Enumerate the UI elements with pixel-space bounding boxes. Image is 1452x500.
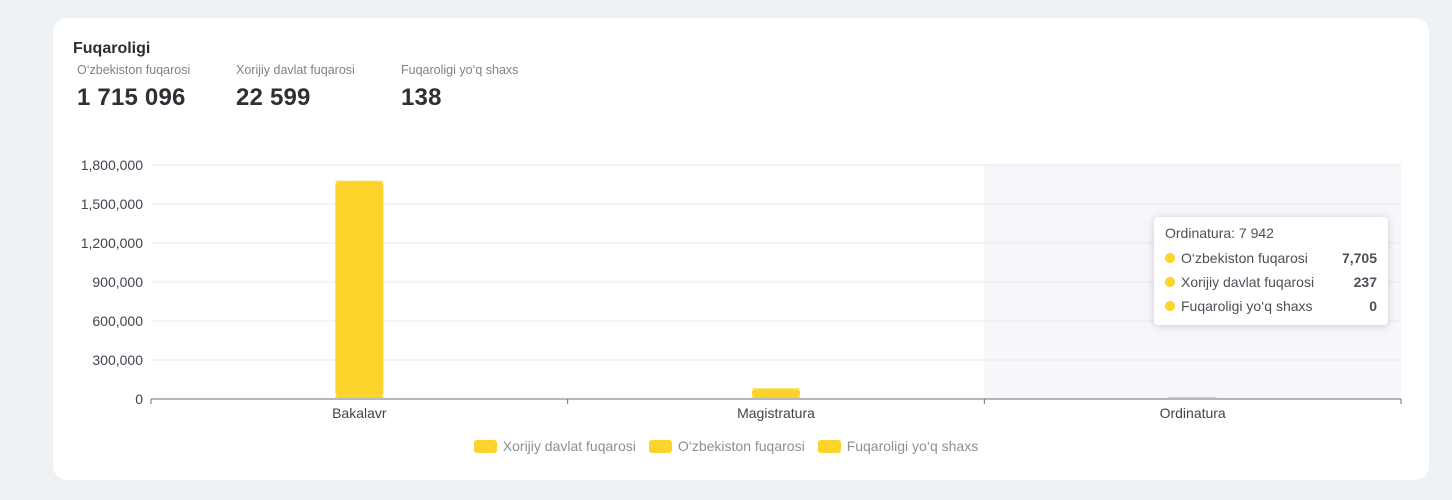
- x-tick-label: Ordinatura: [1160, 405, 1226, 421]
- y-tick-label: 600,000: [92, 313, 143, 329]
- legend-swatch-icon: [648, 439, 672, 453]
- legend-item-stateless[interactable]: Fuqaroligi yo‘q shaxs: [817, 438, 979, 454]
- bar-segment: [752, 388, 800, 390]
- stat-value: 138: [401, 84, 442, 111]
- series-dot-icon: [1165, 277, 1175, 287]
- tooltip-series-value: 0: [1369, 298, 1377, 314]
- legend-swatch-icon: [473, 439, 497, 453]
- x-tick-label: Bakalavr: [332, 405, 387, 421]
- tooltip-row: Fuqaroligi yo‘q shaxs 0: [1165, 294, 1377, 318]
- stat-label: Fuqaroligi yo‘q shaxs: [401, 63, 519, 77]
- stat-uzbek-citizens: O‘zbekiston fuqarosi 1 715 096: [77, 63, 190, 112]
- bar-segment: [335, 395, 384, 398]
- tooltip-series-name: Fuqaroligi yo‘q shaxs: [1181, 298, 1313, 314]
- bar-segment: [1168, 396, 1217, 398]
- stat-value: 22 599: [236, 84, 311, 111]
- stat-stateless: Fuqaroligi yo‘q shaxs 138: [401, 63, 518, 112]
- stat-value: 1 715 096: [77, 84, 186, 111]
- y-tick-label: 1,500,000: [81, 196, 143, 212]
- tooltip-series-name: O‘zbekiston fuqarosi: [1181, 250, 1308, 266]
- legend-swatch-icon: [817, 439, 841, 453]
- tooltip-series-value: 7,705: [1341, 250, 1377, 266]
- stat-foreign-citizens: Xorijiy davlat fuqarosi 22 599: [236, 63, 355, 112]
- stat-label: O‘zbekiston fuqarosi: [77, 63, 191, 77]
- y-tick-label: 300,000: [92, 352, 143, 368]
- tooltip-row: Xorijiy davlat fuqarosi 237: [1165, 270, 1377, 294]
- legend-item-uzbek[interactable]: O‘zbekiston fuqarosi: [648, 438, 805, 454]
- card-title: Fuqaroligi: [73, 40, 151, 57]
- chart-tooltip: Ordinatura: 7 942 O‘zbekiston fuqarosi 7…: [1154, 217, 1388, 325]
- tooltip-series-value: 237: [1353, 274, 1377, 290]
- chart-legend: Xorijiy davlat fuqarosi O‘zbekiston fuqa…: [0, 438, 1452, 454]
- legend-label: Xorijiy davlat fuqarosi: [502, 438, 636, 454]
- legend-item-foreign[interactable]: Xorijiy davlat fuqarosi: [473, 438, 636, 454]
- legend-label: Fuqaroligi yo‘q shaxs: [846, 438, 979, 454]
- x-tick-label: Magistratura: [737, 405, 815, 421]
- bar-segment: [335, 180, 384, 182]
- y-tick-label: 1,200,000: [81, 235, 143, 251]
- tooltip-row: O‘zbekiston fuqarosi 7,705: [1165, 246, 1377, 270]
- bar-segment: [752, 389, 800, 398]
- bar-segment: [335, 181, 384, 396]
- series-dot-icon: [1165, 301, 1175, 311]
- y-tick-label: 1,800,000: [81, 157, 143, 173]
- series-dot-icon: [1165, 253, 1175, 263]
- legend-label: O‘zbekiston fuqarosi: [677, 438, 805, 454]
- tooltip-title: Ordinatura: 7 942: [1165, 225, 1274, 241]
- tooltip-series-name: Xorijiy davlat fuqarosi: [1181, 274, 1315, 290]
- stat-label: Xorijiy davlat fuqarosi: [236, 63, 355, 77]
- y-tick-label: 900,000: [92, 274, 143, 290]
- y-tick-label: 0: [135, 391, 143, 407]
